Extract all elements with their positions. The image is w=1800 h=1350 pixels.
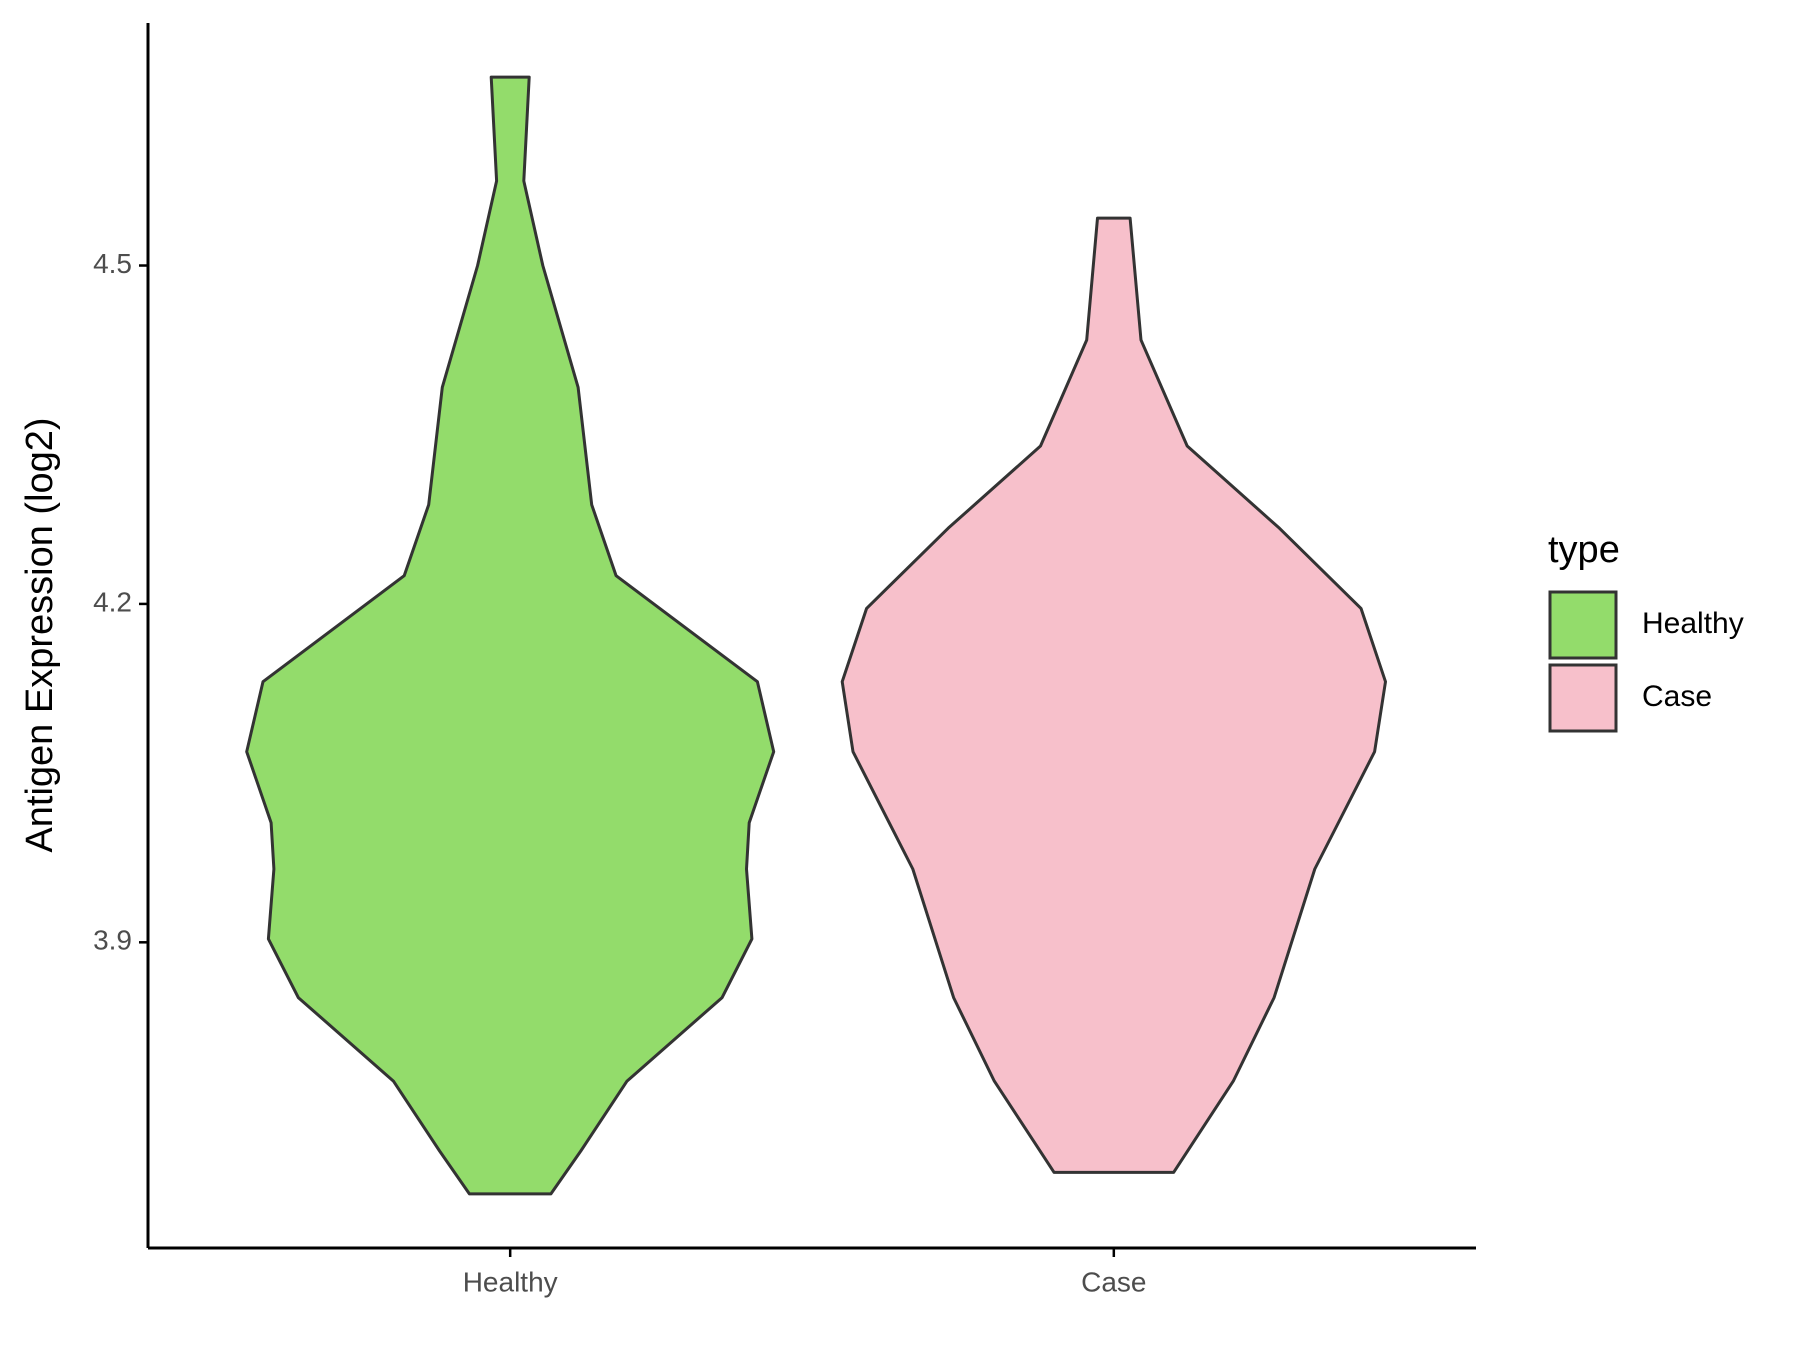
x-tick-label: Case	[1081, 1266, 1146, 1297]
legend-key	[1548, 663, 1618, 733]
legend-title: type	[1548, 529, 1620, 571]
violin	[245, 75, 776, 1196]
y-axis-title: Antigen Expression (log2)	[19, 417, 61, 852]
legend-key	[1548, 590, 1618, 660]
x-tick-label: Healthy	[463, 1266, 558, 1297]
legend-label: Case	[1642, 680, 1712, 713]
y-tick-label: 4.5	[93, 248, 132, 279]
y-tick-label: 4.2	[93, 586, 132, 617]
violin	[840, 216, 1387, 1174]
legend-label: Healthy	[1642, 607, 1744, 640]
y-tick-label: 3.9	[93, 925, 132, 956]
